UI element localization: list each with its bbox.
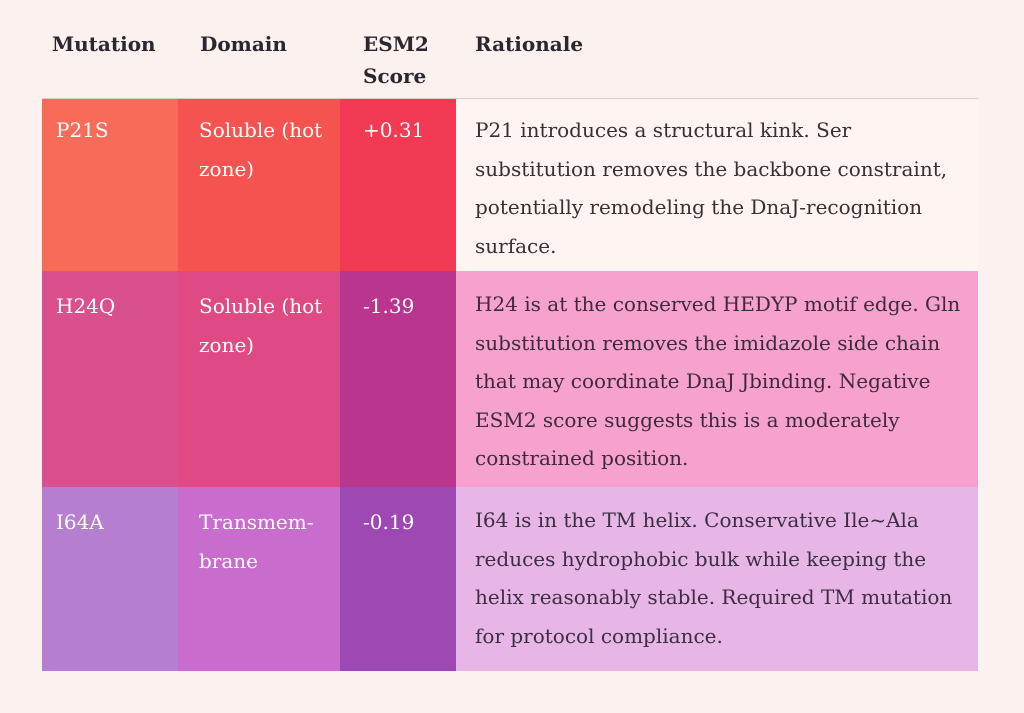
mutation-table: Mutation Domain ESM2 Score Rationale P21…: [42, 0, 978, 671]
header-rationale: Rationale: [475, 32, 584, 56]
rationale-cell: H24 is at the conserved HEDYP motif edge…: [456, 271, 978, 487]
table-row: I64A Transmem-brane -0.19 I64 is in the …: [42, 487, 978, 671]
rationale-cell: I64 is in the TM helix. Conservative Ile…: [456, 487, 978, 671]
header-mutation: Mutation: [52, 32, 156, 56]
score-cell: -0.19: [340, 487, 456, 671]
rationale-cell: P21 introduces a structural kink. Ser su…: [456, 99, 978, 271]
mutation-cell: I64A: [42, 487, 178, 671]
domain-cell: Soluble (hot zone): [178, 99, 340, 271]
mutation-cell: H24Q: [42, 271, 178, 487]
domain-cell: Soluble (hot zone): [178, 271, 340, 487]
score-cell: +0.31: [340, 99, 456, 271]
domain-cell: Transmem-brane: [178, 487, 340, 671]
table-row: P21S Soluble (hot zone) +0.31 P21 introd…: [42, 99, 978, 271]
mutation-cell: P21S: [42, 99, 178, 271]
table-header: Mutation Domain ESM2 Score Rationale: [42, 0, 978, 99]
score-cell: -1.39: [340, 271, 456, 487]
header-esm2-score: ESM2 Score: [363, 32, 429, 88]
table-row: H24Q Soluble (hot zone) -1.39 H24 is at …: [42, 271, 978, 487]
header-domain: Domain: [200, 32, 287, 56]
